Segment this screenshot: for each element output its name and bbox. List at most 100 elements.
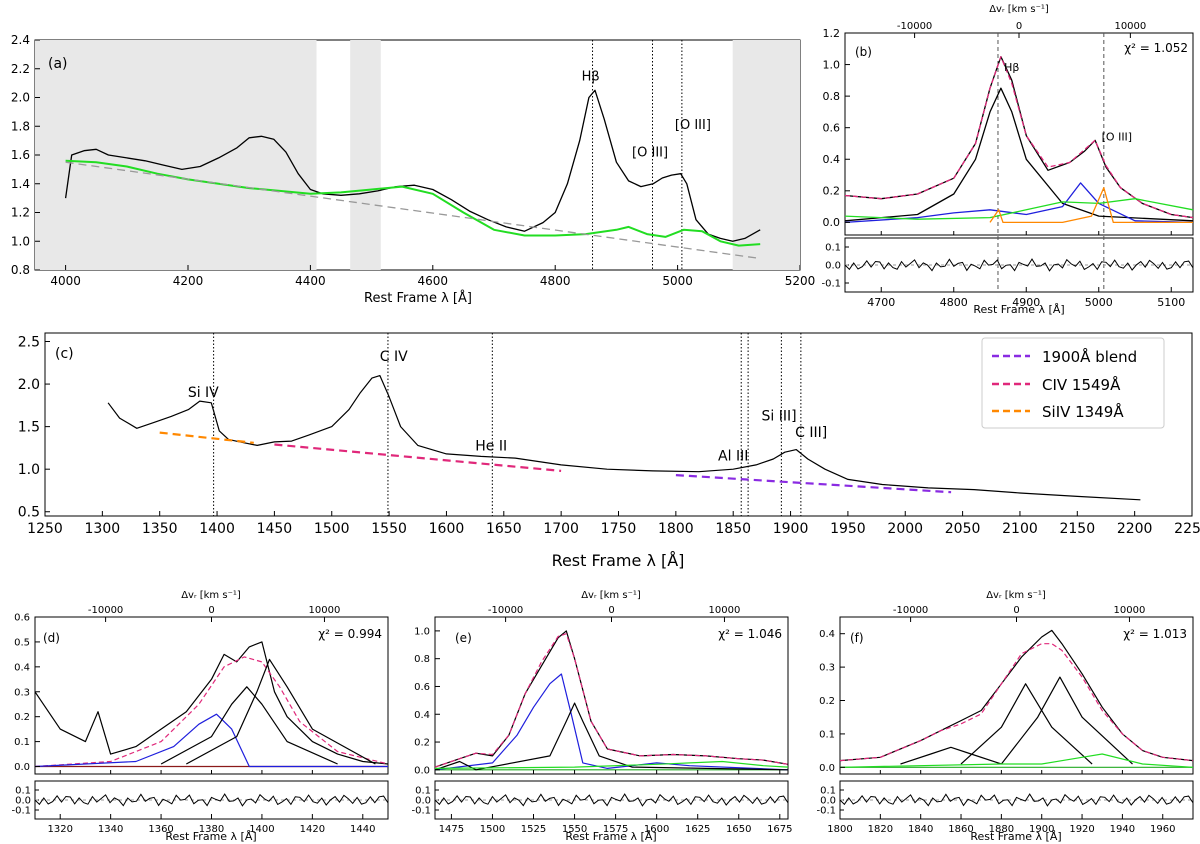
x-tick-label-f-4: 1880 bbox=[989, 824, 1014, 835]
x-tick-label-e-7: 1650 bbox=[726, 824, 751, 835]
panel-f-ticks: 1800 1820 1840 1860 1880 1900 1920 1940 19600.00… bbox=[816, 605, 1194, 835]
series-c-siiv-1349-continuum bbox=[159, 431, 254, 444]
series-d-broad-2 bbox=[186, 658, 376, 765]
x-tick-label-d-0: 1320 bbox=[47, 824, 72, 835]
x-tick-label-f-3: 1860 bbox=[948, 824, 973, 835]
panel-e-xlabel: Rest Frame λ [Å] bbox=[565, 830, 656, 843]
panel-b-top-axis-label: Δvᵣ [km s⁻¹] bbox=[989, 4, 1049, 15]
residual-trace-b bbox=[844, 258, 1194, 272]
x-tick-label-c-16: 2050 bbox=[945, 521, 981, 537]
x-tick-label-c-12: 1850 bbox=[715, 521, 751, 537]
panel-b-series bbox=[844, 33, 1194, 292]
series-a-spectrum bbox=[64, 89, 761, 242]
x-tick-label-c-11: 1800 bbox=[658, 521, 694, 537]
x-tick-label-f-1: 1820 bbox=[868, 824, 893, 835]
y-tick-label-b-4: 0.8 bbox=[823, 90, 841, 103]
x-tick-label-c-13: 1900 bbox=[773, 521, 809, 537]
x-tick-label-d-1: 1340 bbox=[98, 824, 123, 835]
y-tick-label-c-3: 2.0 bbox=[18, 377, 40, 393]
y-tick-label-a-5: 1.8 bbox=[11, 119, 30, 133]
annotation-c-3: Al III bbox=[718, 449, 748, 465]
top-tick-label-d-0: -10000 bbox=[88, 605, 123, 616]
x-tick-label-d-4: 1400 bbox=[249, 824, 274, 835]
annotation-c-0: Si IV bbox=[188, 385, 219, 401]
x-tick-label-c-4: 1450 bbox=[257, 521, 293, 537]
res-tick-label-f-0: 0.1 bbox=[820, 786, 836, 797]
top-tick-label-e-0: -10000 bbox=[488, 605, 523, 616]
legend-label-siiv: SiIV 1349Å bbox=[1042, 402, 1124, 421]
panel-c-line-markers bbox=[213, 333, 802, 516]
x-tick-label-c-18: 2150 bbox=[1059, 521, 1095, 537]
y-tick-label-d-6: 0.6 bbox=[14, 613, 30, 624]
x-tick-label-e-2: 1525 bbox=[521, 824, 546, 835]
series-c-spectrum bbox=[107, 375, 1141, 501]
series-d-total-fit bbox=[34, 656, 389, 768]
x-tick-label-c-7: 1600 bbox=[429, 521, 465, 537]
panel-b-annotations: Hβ [O III] bbox=[1004, 61, 1132, 143]
series-b-fe-ii bbox=[844, 198, 1194, 220]
x-tick-label-a-6: 5200 bbox=[785, 274, 816, 288]
x-tick-label-b-1: 4800 bbox=[940, 296, 968, 309]
y-tick-label-e-5: 1.0 bbox=[414, 626, 430, 637]
top-tick-label-f-0: -10000 bbox=[893, 605, 928, 616]
annotation-a-1: [O III] bbox=[632, 145, 668, 160]
y-tick-label-a-1: 1.0 bbox=[11, 234, 30, 248]
annotation-c-2: He II bbox=[475, 438, 507, 454]
panel-d-ticks: 1320 1340 1360 1380 1400 1420 14400.00.10.20.3… bbox=[11, 605, 389, 835]
y-tick-label-d-3: 0.3 bbox=[14, 687, 30, 698]
series-b-blue-components bbox=[844, 182, 1194, 224]
x-tick-label-c-3: 1400 bbox=[199, 521, 235, 537]
res-tick-label-b-0: 0.1 bbox=[825, 243, 841, 254]
y-tick-label-c-4: 2.5 bbox=[18, 334, 40, 350]
x-tick-label-e-3: 1550 bbox=[562, 824, 587, 835]
y-tick-label-d-0: 0.0 bbox=[14, 762, 30, 773]
y-tick-label-c-2: 1.5 bbox=[18, 420, 40, 436]
y-tick-label-f-3: 0.3 bbox=[819, 663, 835, 674]
x-tick-label-c-15: 2000 bbox=[887, 521, 923, 537]
panel-e-top-axis-label: Δvᵣ [km s⁻¹] bbox=[581, 590, 641, 601]
series-f-c-iii- bbox=[1000, 676, 1133, 765]
panel-f-top-axis-label: Δvᵣ [km s⁻¹] bbox=[986, 590, 1046, 601]
panel-f-series bbox=[839, 629, 1194, 768]
panel-d: 1320 1340 1360 1380 1400 1420 14400.00.10.20.3… bbox=[11, 590, 389, 843]
y-tick-label-e-4: 0.8 bbox=[414, 654, 430, 665]
top-tick-label-f-2: 10000 bbox=[1114, 605, 1146, 616]
residual-trace-d bbox=[34, 793, 389, 807]
series-e-blueshifted bbox=[434, 673, 789, 771]
panel-e: 1475 1500 1525 1550 1575 1600 1625 1650 16750.00… bbox=[411, 590, 792, 843]
panel-d-top-axis-label: Δvᵣ [km s⁻¹] bbox=[181, 590, 241, 601]
annotation-c-1: C IV bbox=[380, 349, 408, 365]
series-e-data bbox=[434, 630, 789, 768]
legend-label-1900-blend: 1900Å blend bbox=[1042, 347, 1137, 366]
x-tick-label-e-6: 1625 bbox=[685, 824, 710, 835]
y-tick-label-a-7: 2.2 bbox=[11, 62, 30, 76]
x-tick-label-d-6: 1440 bbox=[350, 824, 375, 835]
y-tick-label-d-5: 0.5 bbox=[14, 637, 30, 648]
series-d-blueshifted bbox=[34, 713, 388, 768]
panel-a-annotations: Hβ [O III] [O III] bbox=[582, 69, 711, 160]
panel-d-chi2: χ² = 0.994 bbox=[318, 627, 382, 641]
y-tick-label-e-1: 0.2 bbox=[414, 738, 430, 749]
panel-c-series bbox=[107, 375, 1141, 501]
x-tick-label-a-0: 4000 bbox=[50, 274, 81, 288]
series-d-data bbox=[34, 641, 389, 765]
panel-a-ticks: 4000 4200 4400 4600 4800 5000 5200 0.8 1.0 1.2 1.4… bbox=[11, 33, 815, 288]
residual-trace-e bbox=[434, 793, 789, 807]
x-tick-label-c-6: 1550 bbox=[371, 521, 407, 537]
panel-c-xlabel: Rest Frame λ [Å] bbox=[552, 551, 685, 570]
y-tick-label-a-2: 1.2 bbox=[11, 206, 30, 220]
top-tick-label-e-2: 10000 bbox=[709, 605, 741, 616]
annotation-b-1: [O III] bbox=[1102, 130, 1132, 143]
y-tick-label-f-4: 0.4 bbox=[819, 629, 835, 640]
annotation-b-0: Hβ bbox=[1004, 61, 1019, 74]
y-tick-label-c-0: 0.5 bbox=[18, 505, 40, 521]
res-tick-label-d-1: 0.0 bbox=[15, 796, 31, 807]
shaded-region-0 bbox=[35, 40, 317, 270]
panel-b-chi2: χ² = 1.052 bbox=[1124, 41, 1188, 55]
y-tick-label-e-3: 0.6 bbox=[414, 682, 430, 693]
y-tick-label-a-3: 1.4 bbox=[11, 177, 30, 191]
y-tick-label-b-6: 1.2 bbox=[823, 27, 841, 40]
series-c-1900-blend-continuum bbox=[675, 474, 952, 494]
x-tick-label-f-7: 1940 bbox=[1110, 824, 1135, 835]
legend-label-civ: CIV 1549Å bbox=[1042, 375, 1121, 394]
